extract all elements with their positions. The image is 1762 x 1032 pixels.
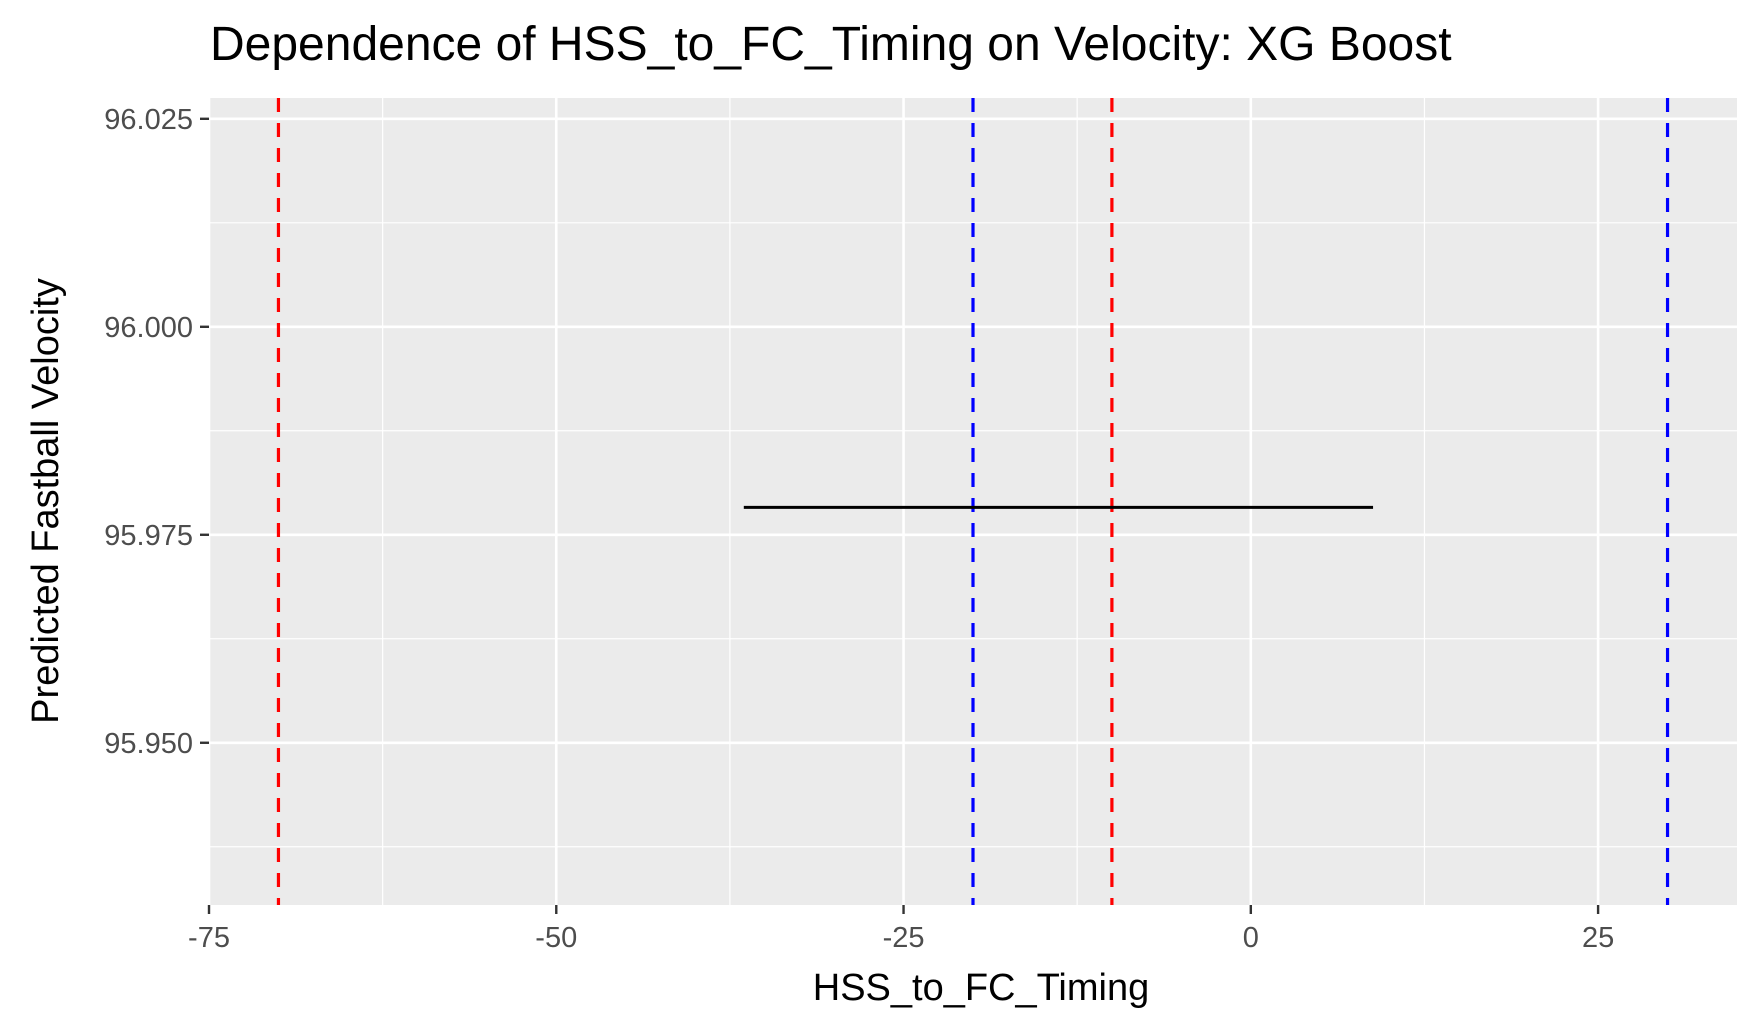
y-tick-label: 95.975 bbox=[104, 520, 193, 552]
minor-gridlines bbox=[209, 98, 1737, 905]
y-tick-label: 96.000 bbox=[104, 312, 193, 344]
y-axis-title: Predicted Fastball Velocity bbox=[25, 278, 67, 724]
chart-title: Dependence of HSS_to_FC_Timing on Veloci… bbox=[210, 18, 1452, 71]
x-tick-label: -50 bbox=[535, 922, 577, 954]
y-axis: 95.950 95.975 96.000 96.025 bbox=[104, 104, 209, 760]
x-axis-title: HSS_to_FC_Timing bbox=[813, 967, 1150, 1009]
reference-lines bbox=[276, 98, 1670, 905]
x-axis: -75 -50 -25 0 25 bbox=[188, 905, 1614, 954]
y-tick-label: 96.025 bbox=[104, 104, 193, 136]
x-tick-label: 25 bbox=[1582, 922, 1614, 954]
x-tick-label: -75 bbox=[188, 922, 230, 954]
x-tick-label: -25 bbox=[883, 922, 925, 954]
y-tick-label: 95.950 bbox=[104, 728, 193, 760]
x-tick-label: 0 bbox=[1243, 922, 1259, 954]
